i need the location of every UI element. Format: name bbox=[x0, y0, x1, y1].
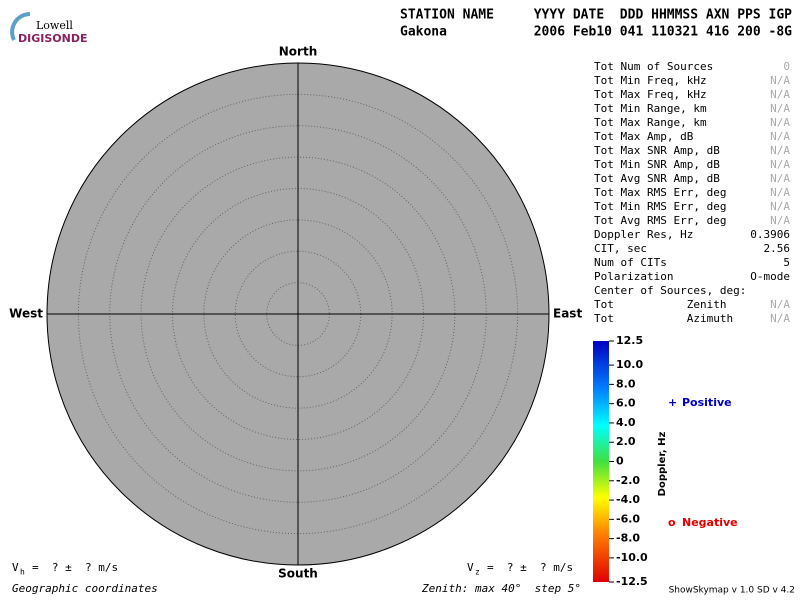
colorbar-tick-label: -10.0 bbox=[616, 551, 648, 564]
stat-label: CIT, sec bbox=[594, 242, 647, 255]
vh-sub: h bbox=[20, 568, 25, 577]
stat-label: Tot Max Amp, dB bbox=[594, 130, 694, 143]
header-label: STATION NAME bbox=[400, 8, 494, 23]
stat-label: Polarization bbox=[594, 270, 673, 283]
stat-value: N/A bbox=[770, 214, 790, 227]
stat-value: N/A bbox=[770, 102, 790, 115]
legend-symbol: + bbox=[668, 396, 677, 409]
colorbar-tick-label: -12.5 bbox=[616, 575, 648, 588]
stat-value: 0 bbox=[783, 60, 790, 73]
stat-label: Num of CITs bbox=[594, 256, 667, 269]
stat-value: N/A bbox=[770, 312, 790, 325]
stat-label: Tot Zenith bbox=[594, 298, 726, 311]
stat-label: Tot Max Freq, kHz bbox=[594, 88, 707, 101]
vz-sub: z bbox=[475, 568, 480, 577]
stat-value: N/A bbox=[770, 88, 790, 101]
stat-value: N/A bbox=[770, 74, 790, 87]
vh-symbol: V bbox=[12, 561, 19, 574]
colorbar-tick-label: 2.0 bbox=[616, 435, 636, 448]
stat-value: N/A bbox=[770, 200, 790, 213]
version: ShowSkymap v 1.0 SD v 4.2 bbox=[669, 586, 795, 596]
colorbar-tick-label: -8.0 bbox=[616, 532, 640, 545]
colorbar-tick-label: 4.0 bbox=[616, 416, 636, 429]
stat-label: Tot Max SNR Amp, dB bbox=[594, 144, 720, 157]
logo-text: Lowell bbox=[36, 19, 73, 32]
stat-label: Tot Min Freq, kHz bbox=[594, 74, 707, 87]
stat-value: N/A bbox=[770, 130, 790, 143]
stat-value: N/A bbox=[770, 186, 790, 199]
header-value: Gakona bbox=[400, 25, 447, 40]
stat-label: Tot Max RMS Err, deg bbox=[594, 186, 726, 199]
stat-value: N/A bbox=[770, 116, 790, 129]
compass-label: West bbox=[9, 307, 43, 321]
compass-label: North bbox=[279, 45, 317, 59]
colorbar-label: Doppler, Hz bbox=[657, 432, 668, 497]
stat-value: N/A bbox=[770, 172, 790, 185]
stat-label: Tot Azimuth bbox=[594, 312, 733, 325]
colorbar-tick-label: -4.0 bbox=[616, 493, 640, 506]
stat-value: 5 bbox=[783, 256, 790, 269]
stat-value: 0.3906 bbox=[750, 228, 790, 241]
zenith-note: Zenith: max 40° step 5° bbox=[421, 582, 581, 595]
colorbar-tick-label: 6.0 bbox=[616, 397, 636, 410]
logo-arc bbox=[10, 12, 31, 41]
colorbar-tick-label: 10.0 bbox=[616, 358, 643, 371]
colorbar-tick-label: 8.0 bbox=[616, 377, 636, 390]
legend-negative: Negative bbox=[682, 516, 738, 529]
colorbar-ticks: 12.5 10.0 8.0 6.0 4.0 2.0 0 -2.0 -4.0 -6.0 -8.0 -10… bbox=[609, 334, 648, 588]
stat-value: N/A bbox=[770, 158, 790, 171]
stat-label: Tot Min Range, km bbox=[594, 102, 707, 115]
vz-symbol: V bbox=[467, 561, 474, 574]
colorbar-tick-label: -6.0 bbox=[616, 512, 640, 525]
stat-value: N/A bbox=[770, 298, 790, 311]
stat-label: Tot Min RMS Err, deg bbox=[594, 200, 726, 213]
stat-label: Tot Min SNR Amp, dB bbox=[594, 158, 720, 171]
stat-label: Tot Avg RMS Err, deg bbox=[594, 214, 726, 227]
header-value: 2006 Feb10 041 110321 416 200 -8G bbox=[534, 25, 792, 40]
colorbar-tick-label: -2.0 bbox=[616, 474, 640, 487]
legend-symbol: o bbox=[668, 516, 676, 529]
stat-label: Doppler Res, Hz bbox=[594, 228, 693, 241]
compass-label: South bbox=[278, 567, 318, 581]
stat-label: Center of Sources, deg: bbox=[594, 284, 746, 297]
vz-text: = ? ± ? m/s bbox=[487, 561, 573, 574]
legend-positive: Positive bbox=[682, 396, 732, 409]
stat-value: N/A bbox=[770, 144, 790, 157]
stat-label: Tot Num of Sources bbox=[594, 60, 713, 73]
logo-text: DIGISONDE bbox=[18, 32, 87, 45]
colorbar-tick-label: 0 bbox=[616, 455, 624, 468]
header-label: YYYY DATE DDD HHMMSS AXN PPS IGP bbox=[534, 8, 792, 23]
stat-label: Tot Avg SNR Amp, dB bbox=[594, 172, 720, 185]
stat-value: O-mode bbox=[750, 270, 790, 283]
stats-panel: Tot Num of Sources 0 Tot Min Freq, kHz N/A T… bbox=[594, 60, 790, 325]
compass-label: East bbox=[553, 307, 582, 321]
colorbar-tick-label: 12.5 bbox=[616, 334, 643, 347]
stat-label: Tot Max Range, km bbox=[594, 116, 707, 129]
doppler-colorbar bbox=[593, 341, 609, 582]
coords-note: Geographic coordinates bbox=[12, 582, 158, 595]
stat-value: 2.56 bbox=[764, 242, 791, 255]
vh-text: = ? ± ? m/s bbox=[32, 561, 118, 574]
